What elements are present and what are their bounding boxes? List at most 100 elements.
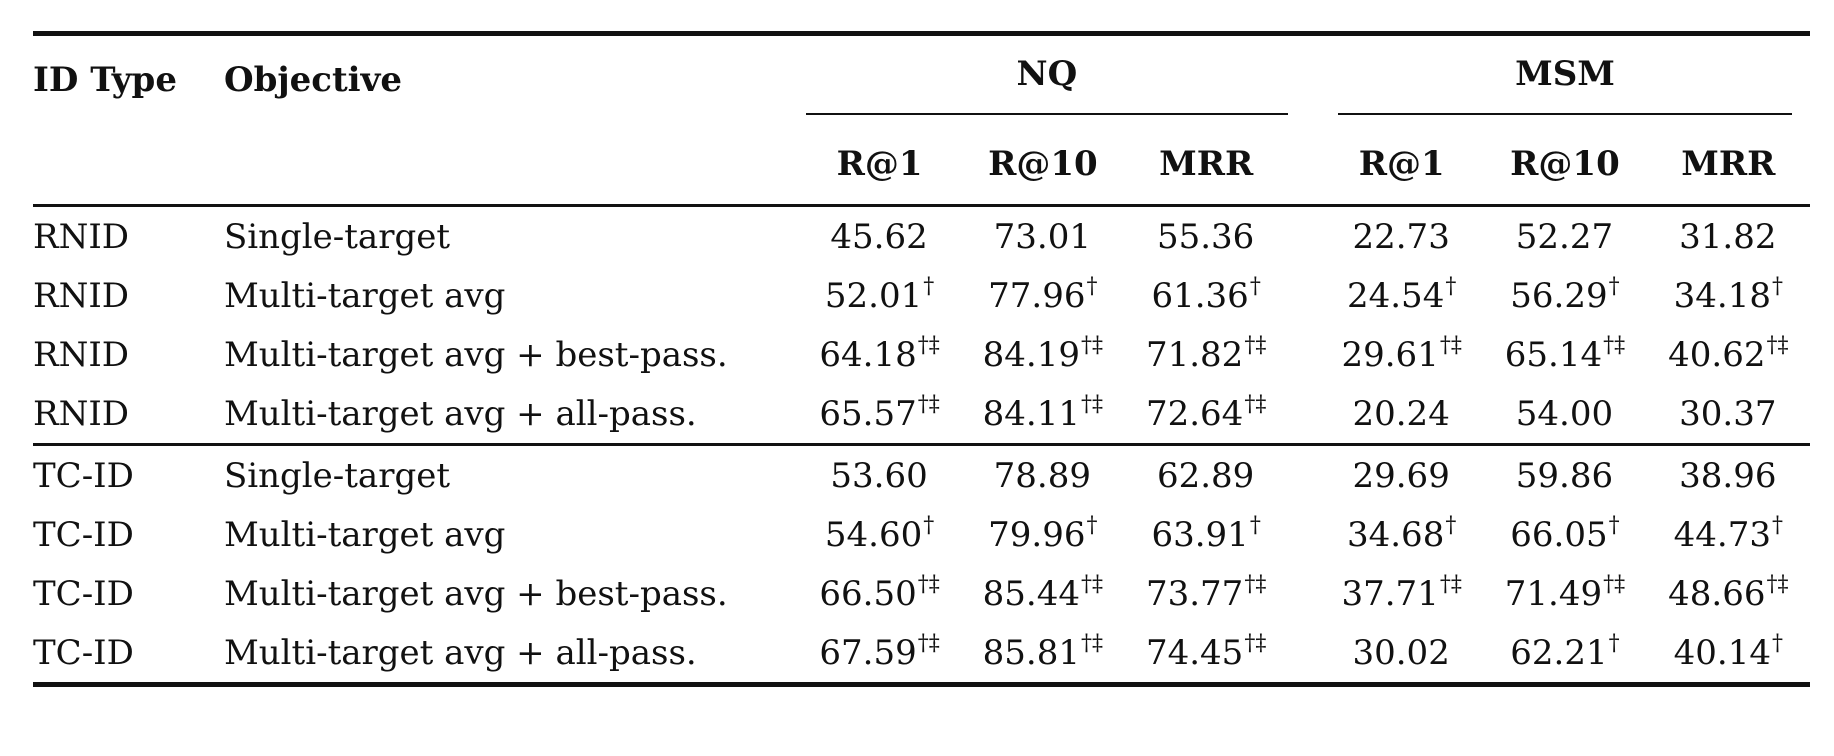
- cell-value: 52.27: [1483, 206, 1646, 267]
- significance-marker: †‡: [1081, 332, 1104, 358]
- cell-value: 66.05†: [1483, 505, 1646, 564]
- value-number: 54.60: [824, 514, 923, 555]
- cell-value: 64.18†‡: [798, 325, 961, 384]
- value-number: 66.50: [819, 573, 917, 614]
- cell-gap: [1288, 505, 1320, 564]
- significance-marker: †‡: [1081, 571, 1104, 597]
- significance-marker: †: [1249, 273, 1261, 299]
- value-number: 34.18: [1673, 275, 1771, 316]
- value-number: 53.60: [830, 455, 928, 496]
- cell-gap: [1288, 623, 1320, 685]
- group-msm-label: MSM: [1515, 54, 1615, 94]
- table-row: TC-ID Single-target 53.60 78.89 62.89 29.69 59…: [33, 443, 1810, 505]
- cell-value: 84.11†‡: [961, 384, 1124, 445]
- cell-value: 24.54†: [1320, 266, 1483, 325]
- cell-value: 85.81†‡: [961, 623, 1124, 685]
- group-nq-label: NQ: [1016, 54, 1078, 94]
- cell-value: 48.66†‡: [1647, 564, 1810, 623]
- cell-value: 71.49†‡: [1483, 564, 1646, 623]
- cell-gap: [1288, 564, 1320, 623]
- cell-value: 37.71†‡: [1320, 564, 1483, 623]
- significance-marker: †: [923, 273, 935, 299]
- cell-value: 31.82: [1647, 206, 1810, 267]
- cell-value: 73.77†‡: [1125, 564, 1288, 623]
- cell-objective: Single-target: [223, 443, 798, 505]
- table-row: TC-ID Multi-target avg + all-pass. 67.59†‡…: [33, 623, 1810, 685]
- value-number: 29.69: [1352, 455, 1450, 496]
- value-number: 62.21: [1510, 632, 1608, 673]
- significance-marker: †‡: [1766, 571, 1789, 597]
- header-nq-mrr: MRR: [1159, 144, 1254, 184]
- header-row-metrics: R@1 R@10 MRR R@1 R@10 MRR: [33, 124, 1810, 206]
- table-body: RNID Single-target 45.62 73.01 55.36 22.73 52.…: [33, 206, 1810, 685]
- cell-value: 38.96: [1646, 443, 1810, 505]
- table-row: RNID Multi-target avg + best-pass. 64.18†‡…: [33, 325, 1810, 384]
- cell-objective: Multi-target avg: [223, 275, 506, 316]
- significance-marker: †: [1249, 512, 1261, 538]
- cell-id-type: RNID: [33, 393, 130, 434]
- significance-marker: †‡: [917, 391, 940, 417]
- cell-objective: Multi-target avg + all-pass.: [223, 393, 697, 434]
- cell-value: 62.21†: [1483, 623, 1646, 685]
- cell-value: 30.37: [1647, 384, 1810, 445]
- cell-value: 65.14†‡: [1483, 325, 1646, 384]
- value-number: 37.71: [1341, 573, 1439, 614]
- cell-value: 34.18†: [1647, 266, 1810, 325]
- value-number: 65.57: [819, 393, 917, 434]
- value-number: 67.59: [819, 632, 917, 673]
- cell-value: 78.89: [961, 443, 1125, 505]
- header-group-nq: NQ: [798, 34, 1288, 125]
- significance-marker: †‡: [1244, 630, 1267, 656]
- value-number: 31.82: [1679, 216, 1777, 257]
- cell-value: 56.29†: [1483, 266, 1646, 325]
- value-number: 85.44: [982, 573, 1081, 614]
- value-number: 65.14: [1504, 334, 1603, 375]
- cell-id-type: RNID: [33, 334, 130, 375]
- cell-gap: [1288, 325, 1320, 384]
- cell-value: 84.19†‡: [961, 325, 1124, 384]
- value-number: 45.62: [830, 216, 928, 257]
- cell-value: 34.68†: [1320, 505, 1483, 564]
- table-row: TC-ID Multi-target avg 54.60† 79.96† 63.91† 3…: [33, 505, 1810, 564]
- header-nq-r10: R@10: [988, 144, 1098, 184]
- value-number: 52.27: [1515, 216, 1614, 257]
- value-number: 78.89: [993, 455, 1092, 496]
- results-table: ID Type Objective NQ MSM R@1 R@10 MRR R@…: [33, 31, 1810, 687]
- cell-value: 61.36†: [1125, 266, 1288, 325]
- value-number: 73.01: [993, 216, 1092, 257]
- value-number: 52.01: [824, 275, 923, 316]
- value-number: 30.37: [1679, 393, 1777, 434]
- significance-marker: †‡: [917, 630, 940, 656]
- table-row: RNID Multi-target avg + all-pass. 65.57†‡ 8…: [33, 384, 1810, 445]
- value-number: 62.89: [1156, 455, 1255, 496]
- cell-value: 40.14†: [1647, 623, 1810, 685]
- significance-marker: †‡: [1081, 391, 1104, 417]
- significance-marker: †‡: [917, 571, 940, 597]
- value-number: 56.29: [1510, 275, 1608, 316]
- header-nq-r1: R@1: [836, 144, 923, 184]
- header-id-type: ID Type: [33, 60, 177, 100]
- value-number: 71.82: [1145, 334, 1244, 375]
- table-row: TC-ID Multi-target avg + best-pass. 66.50†…: [33, 564, 1810, 623]
- cell-value: 44.73†: [1647, 505, 1810, 564]
- cell-value: 22.73: [1320, 206, 1483, 267]
- cell-gap: [1287, 443, 1321, 505]
- value-number: 73.77: [1145, 573, 1244, 614]
- significance-marker: †‡: [1244, 571, 1267, 597]
- cell-id-type: TC-ID: [33, 514, 134, 555]
- significance-marker: †: [923, 512, 935, 538]
- value-number: 48.66: [1668, 573, 1766, 614]
- header-gap: [1288, 34, 1320, 125]
- table-row: RNID Multi-target avg 52.01† 77.96† 61.36† 24…: [33, 266, 1810, 325]
- cell-id-type: RNID: [33, 275, 130, 316]
- header-row-groups: ID Type Objective NQ MSM: [33, 34, 1810, 125]
- value-number: 30.02: [1352, 632, 1450, 673]
- value-number: 79.96: [988, 514, 1086, 555]
- cell-id-type: RNID: [33, 216, 130, 257]
- value-number: 63.91: [1151, 514, 1249, 555]
- cell-gap: [1288, 206, 1320, 267]
- header-msm-mrr: MRR: [1681, 144, 1776, 184]
- cell-value: 52.01†: [798, 266, 961, 325]
- value-number: 66.05: [1510, 514, 1608, 555]
- value-number: 24.54: [1346, 275, 1445, 316]
